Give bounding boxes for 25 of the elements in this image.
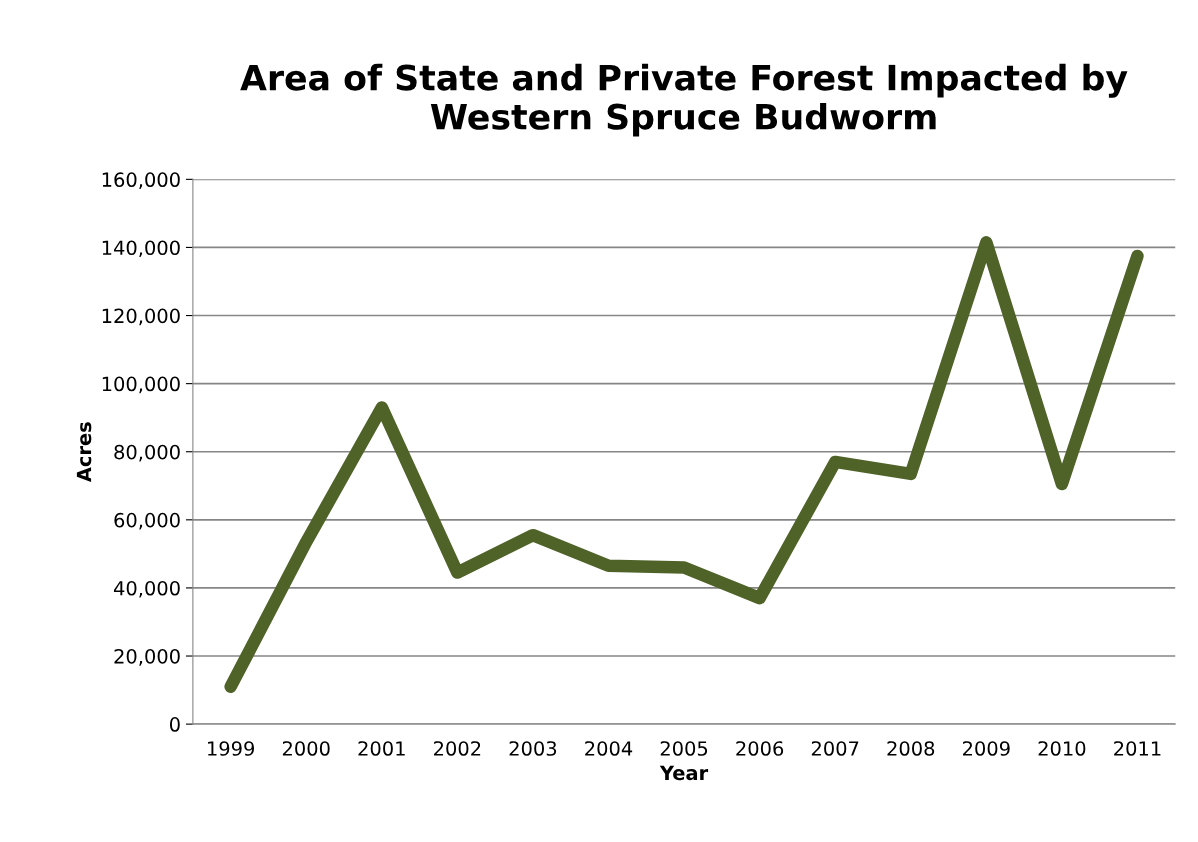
y-tick-label: 120,000	[102, 308, 180, 326]
y-tick-label: 80,000	[114, 444, 180, 462]
x-tick-label: 2004	[585, 741, 633, 756]
x-tick-label: 2010	[1038, 741, 1086, 756]
y-axis-title: Acres	[76, 422, 92, 483]
x-tick-label: 2000	[282, 741, 330, 756]
y-tick-label: 40,000	[113, 580, 180, 598]
x-tick-label: 2006	[736, 741, 784, 756]
x-tick-label: 2011	[1114, 741, 1161, 756]
x-tick-label: 2009	[963, 741, 1010, 756]
y-tick-label: 160,000	[102, 172, 180, 189]
x-axis-title: Year	[659, 765, 709, 781]
y-tick-label: 0	[169, 717, 180, 732]
y-tick-label: 20,000	[114, 648, 180, 666]
y-tick-label: 100,000	[102, 376, 180, 394]
x-tick-label: 2002	[434, 741, 481, 756]
x-tick-label: 2001	[358, 741, 405, 756]
y-tick-label: 140,000	[102, 240, 180, 258]
chart-title: Area of State and Private Forest Impacted by Western Spruce Budworm	[240, 63, 1128, 137]
x-tick-label: 2008	[887, 741, 935, 756]
x-tick-label: 1999	[208, 741, 255, 756]
x-tick-label: 2005	[660, 741, 708, 756]
x-tick-label: 2003	[509, 741, 557, 756]
y-tick-label: 60,000	[114, 512, 180, 530]
x-tick-label: 2007	[811, 741, 859, 756]
